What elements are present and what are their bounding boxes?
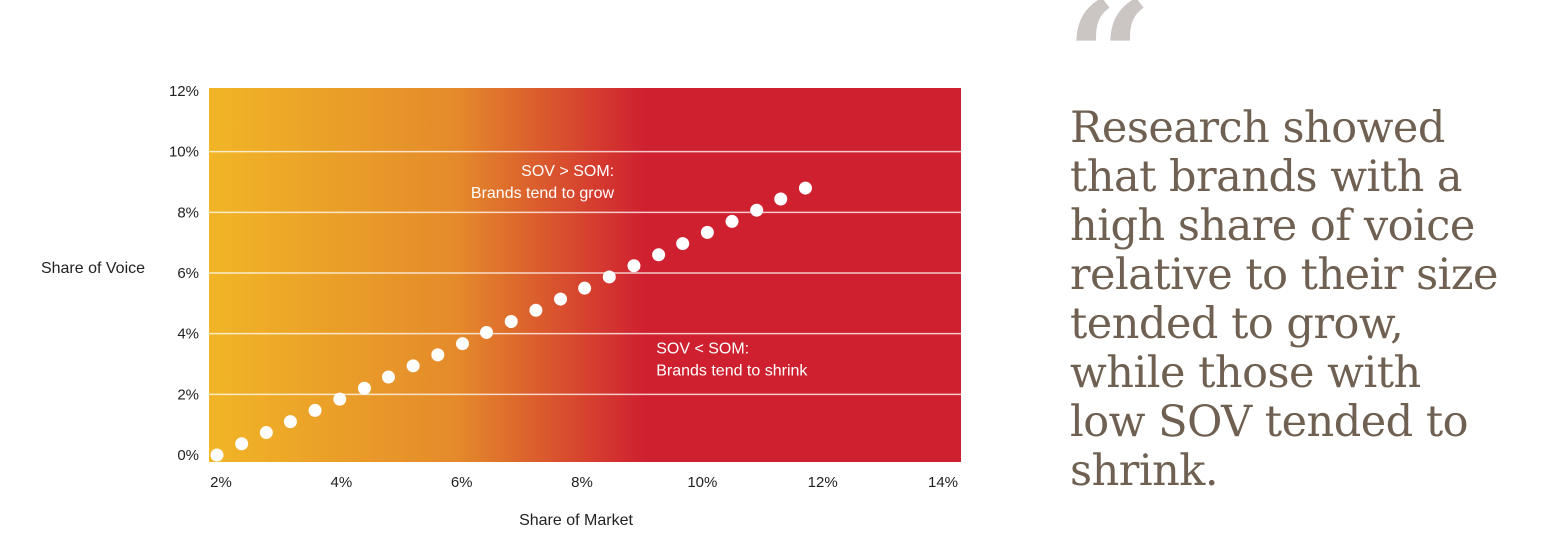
data-point	[283, 415, 297, 429]
data-point	[627, 259, 641, 273]
data-point	[529, 303, 543, 317]
annotation-line: SOV < SOM:	[656, 340, 749, 357]
y-axis-ticks: 0% 2% 4% 6% 8% 10% 12%	[169, 83, 199, 464]
x-tick-label: 10%	[687, 474, 717, 491]
data-point	[578, 281, 592, 295]
quote-line: that brands with a	[1070, 152, 1463, 202]
quote-mark-icon: “	[1066, 0, 1153, 145]
data-point	[554, 292, 568, 306]
data-point	[480, 325, 494, 339]
data-point	[700, 225, 714, 239]
gridlines	[209, 150, 961, 396]
y-tick-label: 0%	[177, 447, 199, 464]
annotation-line: Brands tend to grow	[471, 185, 615, 202]
data-point	[750, 203, 764, 217]
quote-line: shrink.	[1070, 446, 1219, 496]
pull-quote: Research showed that brands with a high …	[1070, 104, 1540, 496]
annotations: SOV > SOM: Brands tend to grow SOV < SOM: B…	[471, 163, 809, 379]
y-tick-label: 10%	[169, 144, 199, 161]
data-point	[357, 381, 371, 395]
annotation-line: Brands tend to shrink	[656, 362, 808, 379]
y-axis-title: Share of Voice	[41, 260, 145, 277]
x-tick-label: 12%	[808, 474, 838, 491]
data-point	[725, 214, 739, 228]
quote-line: while those with	[1070, 348, 1421, 398]
plot-background	[209, 88, 961, 462]
x-tick-label: 14%	[928, 474, 958, 491]
data-point	[798, 181, 812, 195]
data-point	[652, 248, 666, 262]
data-point	[333, 392, 347, 406]
quote-line: low SOV tended to	[1070, 397, 1469, 447]
quote-line: relative to their size	[1070, 250, 1499, 300]
data-point	[381, 370, 395, 384]
data-point	[602, 270, 616, 284]
data-point	[308, 403, 322, 417]
data-point	[455, 337, 469, 351]
x-tick-label: 8%	[571, 474, 593, 491]
x-axis-title: Share of Market	[519, 512, 633, 529]
y-tick-label: 12%	[169, 83, 199, 100]
data-points	[210, 181, 812, 462]
y-tick-label: 4%	[177, 326, 199, 343]
data-point	[774, 192, 788, 206]
annotation: SOV < SOM: Brands tend to shrink	[656, 340, 808, 379]
data-point	[504, 315, 518, 329]
data-point	[676, 237, 690, 251]
quote-line: high share of voice	[1070, 201, 1475, 251]
x-tick-label: 4%	[330, 474, 352, 491]
quote-line: tended to grow,	[1070, 299, 1404, 349]
data-point	[406, 359, 420, 373]
annotation-line: SOV > SOM:	[521, 163, 614, 180]
y-tick-label: 8%	[177, 204, 199, 221]
y-tick-label: 6%	[177, 265, 199, 282]
data-point	[259, 426, 273, 440]
x-axis-ticks: 2% 4% 6% 8% 10% 12% 14%	[210, 474, 958, 491]
annotation: SOV > SOM: Brands tend to grow	[471, 163, 615, 202]
y-tick-label: 2%	[177, 386, 199, 403]
x-tick-label: 6%	[451, 474, 473, 491]
x-tick-label: 2%	[210, 474, 232, 491]
data-point	[235, 437, 249, 451]
data-point	[431, 348, 445, 362]
data-point	[210, 448, 224, 462]
quote-line: Research showed	[1070, 103, 1445, 153]
